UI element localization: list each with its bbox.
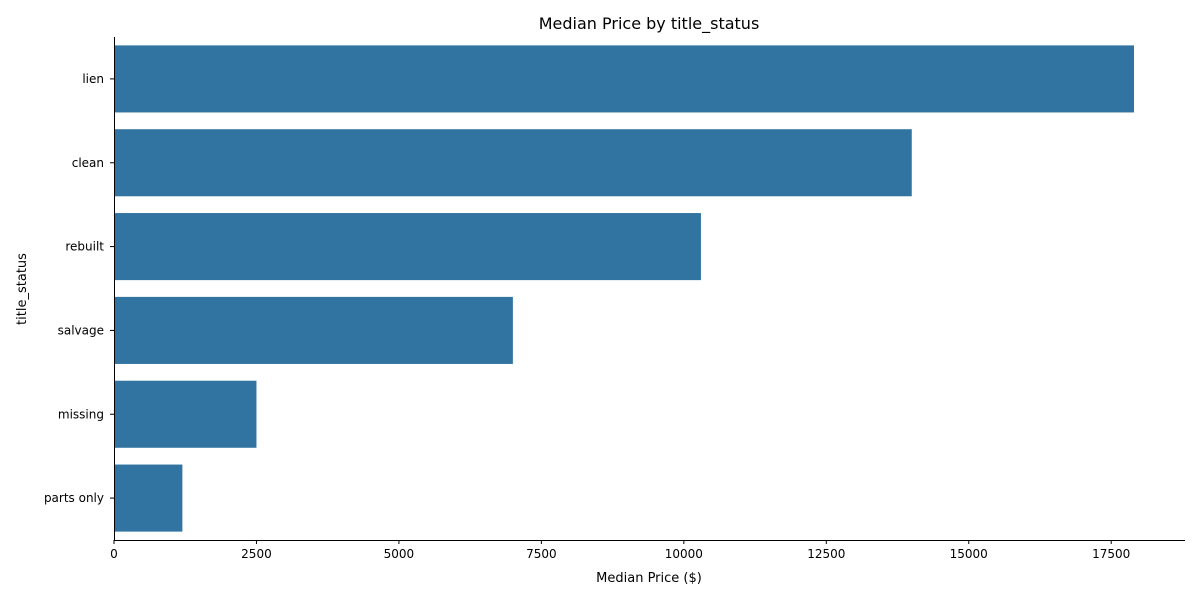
bar-rebuilt bbox=[114, 213, 701, 281]
chart-title: Median Price by title_status bbox=[539, 14, 760, 34]
y-tick-label: salvage bbox=[58, 323, 104, 337]
bar-salvage bbox=[114, 296, 513, 364]
x-tick-label: 15000 bbox=[950, 547, 988, 561]
x-tick-label: 17500 bbox=[1092, 547, 1130, 561]
y-tick-label: rebuilt bbox=[65, 240, 104, 254]
x-tick-label: 5000 bbox=[384, 547, 415, 561]
y-tick-label: lien bbox=[82, 72, 104, 86]
y-axis-label: title_status bbox=[15, 253, 30, 325]
x-axis-ticks: 0 2500 5000 7500 10000 12500 15000 17500 bbox=[110, 540, 1130, 561]
bar-lien bbox=[114, 45, 1134, 113]
x-tick-label: 2500 bbox=[241, 547, 272, 561]
y-tick-label: clean bbox=[72, 156, 104, 170]
y-tick-label: parts only bbox=[44, 491, 104, 505]
x-tick-label: 0 bbox=[110, 547, 118, 561]
x-tick-label: 10000 bbox=[665, 547, 703, 561]
y-tick-label: missing bbox=[58, 407, 104, 421]
x-tick-label: 12500 bbox=[807, 547, 845, 561]
x-axis-label: Median Price ($) bbox=[596, 571, 702, 586]
y-axis-ticks: lien clean rebuilt salvage missing parts only bbox=[44, 72, 114, 505]
bars-group bbox=[114, 45, 1134, 532]
bar-clean bbox=[114, 129, 912, 197]
bar-missing bbox=[114, 380, 257, 448]
x-tick-label: 7500 bbox=[526, 547, 557, 561]
bar-parts-only bbox=[114, 464, 183, 532]
